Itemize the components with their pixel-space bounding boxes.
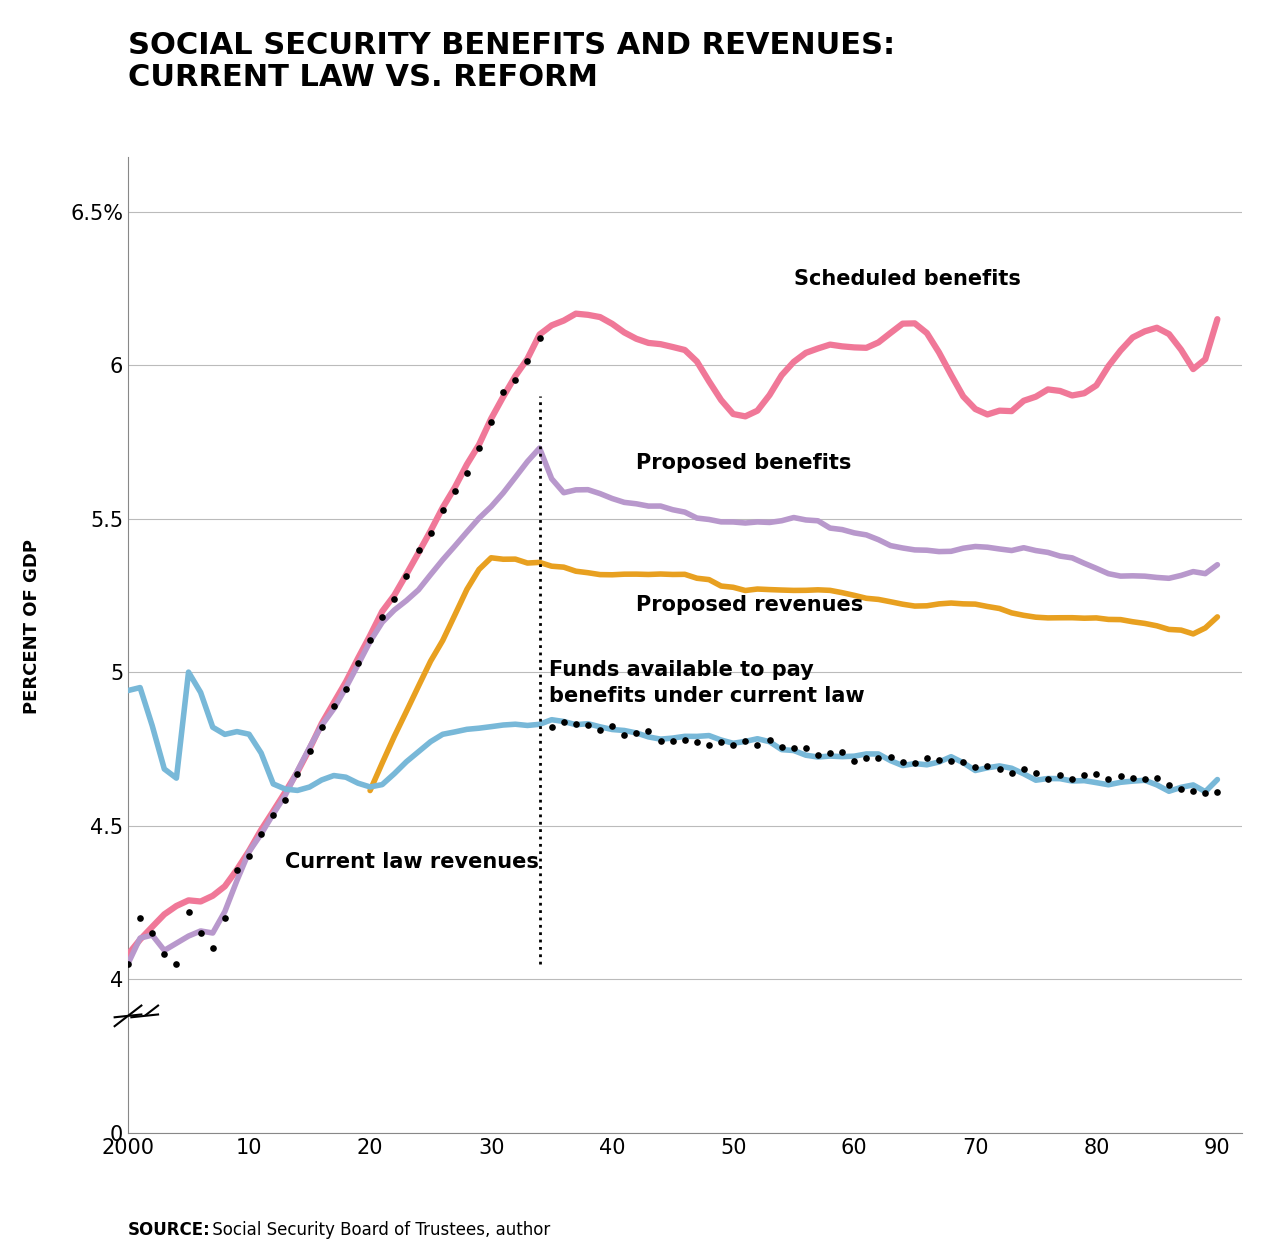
Text: Proposed benefits: Proposed benefits [636,453,851,473]
Text: CURRENT LAW VS. REFORM: CURRENT LAW VS. REFORM [128,63,598,91]
Text: Current law revenues: Current law revenues [285,853,539,873]
Text: Scheduled benefits: Scheduled benefits [794,269,1020,289]
Text: Proposed revenues: Proposed revenues [636,595,864,615]
Text: Funds available to pay
benefits under current law: Funds available to pay benefits under cu… [549,660,865,706]
Text: SOCIAL SECURITY BENEFITS AND REVENUES:: SOCIAL SECURITY BENEFITS AND REVENUES: [128,31,895,60]
Text: PERCENT OF GDP: PERCENT OF GDP [23,538,41,714]
Text: Social Security Board of Trustees, author: Social Security Board of Trustees, autho… [207,1222,550,1239]
Text: SOURCE:: SOURCE: [128,1222,211,1239]
